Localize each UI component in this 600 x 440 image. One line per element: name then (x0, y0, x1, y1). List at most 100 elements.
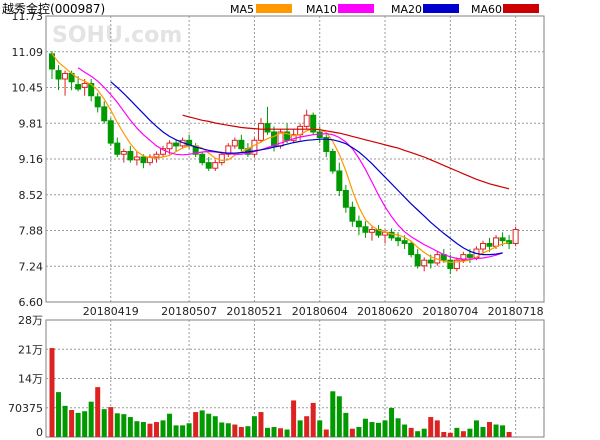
date-tick-label: 20180419 (83, 305, 139, 318)
date-tick-label: 20180604 (292, 305, 348, 318)
price-tick-label: 9.81 (19, 117, 44, 130)
volume-bar (147, 423, 153, 437)
volume-bar (219, 422, 225, 437)
volume-tick-label: 14万 (18, 373, 43, 386)
legend-label-ma20: MA20 (391, 3, 422, 16)
volume-bar (467, 428, 473, 437)
volume-bar (382, 420, 388, 437)
date-tick-label: 20180704 (422, 305, 478, 318)
volume-bar (232, 424, 238, 437)
volume-bar (114, 413, 120, 437)
price-y-axis: 11.73 11.09 10.45 9.81 9.16 8.52 7.88 7.24 6.60 (12, 10, 44, 309)
candle (238, 134, 245, 152)
volume-bar (121, 414, 127, 437)
volume-bar (180, 425, 186, 437)
candle (94, 92, 101, 113)
volume-bar (95, 387, 101, 437)
volume-bar (127, 417, 133, 437)
volume-bar (193, 412, 199, 437)
date-tick-label: 20180718 (488, 305, 544, 318)
volume-bars (49, 348, 512, 437)
volume-bar (428, 417, 434, 437)
series-line-ma20 (110, 81, 503, 256)
volume-bar (349, 428, 355, 437)
volume-grid (46, 348, 544, 409)
price-tick-label: 7.88 (19, 225, 44, 238)
volume-bar (408, 427, 414, 437)
volume-bar (88, 401, 94, 437)
volume-bar (186, 423, 192, 437)
volume-bar (460, 431, 466, 437)
volume-bar (506, 432, 512, 437)
volume-bar (173, 425, 179, 437)
volume-bar (402, 424, 408, 437)
candle (375, 225, 382, 238)
volume-bar (160, 420, 166, 437)
date-axis: 20180419 20180507 20180521 20180604 20180620… (83, 305, 544, 318)
legend-swatch-ma10 (338, 4, 374, 13)
volume-bar (317, 420, 323, 437)
volume-bar (291, 400, 297, 437)
candle (225, 143, 232, 158)
price-tick-label: 8.52 (19, 189, 44, 202)
candle (486, 237, 493, 252)
legend-label-ma60: MA60 (471, 3, 502, 16)
candle (251, 137, 258, 158)
candle (257, 118, 264, 144)
series-line-ma10 (77, 67, 503, 260)
candle (421, 257, 428, 272)
volume-tick-label: 70375 (8, 402, 43, 415)
volume-tick-label: 21万 (18, 343, 43, 356)
candle (160, 145, 167, 158)
volume-bar (101, 409, 107, 437)
price-tick-label: 9.16 (19, 153, 44, 166)
volume-bar (199, 410, 205, 437)
volume-bar (206, 413, 212, 437)
candle (205, 157, 212, 171)
candle (329, 148, 336, 174)
candle (355, 215, 362, 236)
candle (453, 257, 460, 272)
volume-bar (415, 431, 421, 437)
candle (192, 143, 199, 158)
candle (264, 106, 271, 135)
candle (310, 112, 317, 135)
date-tick-label: 20180521 (226, 305, 282, 318)
volume-bar (278, 428, 284, 437)
series-line-ma5 (51, 53, 510, 264)
candle (342, 184, 349, 213)
legend-label-ma5: MA5 (230, 3, 254, 16)
candle (336, 162, 343, 197)
volume-bar (238, 427, 244, 437)
volume-bar (49, 348, 55, 437)
stock-title: 越秀金控(000987) (2, 1, 105, 16)
candle (173, 140, 180, 152)
legend: MA5 MA10 MA20 MA60 (230, 3, 539, 16)
volume-bar (251, 416, 257, 437)
candle (303, 109, 310, 130)
volume-bar (487, 422, 493, 437)
volume-bar (153, 422, 159, 437)
date-tick-label: 20180620 (357, 305, 413, 318)
volume-bar (395, 418, 401, 437)
volume-bar (140, 422, 146, 437)
candle (414, 249, 421, 269)
candle (140, 154, 147, 169)
candle (349, 201, 356, 227)
volume-bar (258, 412, 264, 437)
volume-bar (304, 416, 310, 437)
series-line-ma60 (182, 114, 510, 190)
legend-swatch-ma20 (423, 4, 459, 13)
candle (133, 151, 140, 166)
volume-bar (271, 427, 277, 437)
volume-bar (500, 425, 506, 437)
price-tick-label: 10.45 (12, 82, 44, 95)
volume-bar (264, 427, 270, 437)
volume-bar (343, 412, 349, 437)
candle (408, 240, 415, 258)
volume-bar (245, 426, 251, 437)
watermark: SOHU.com (52, 23, 182, 48)
candle (55, 65, 62, 91)
volume-bar (447, 432, 453, 437)
